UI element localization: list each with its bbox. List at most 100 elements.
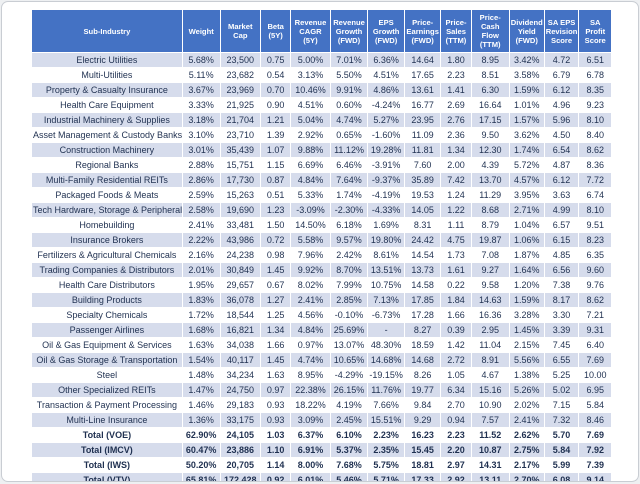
table-cell: 0.51 [260, 187, 292, 203]
table-cell: 2.41% [508, 412, 545, 428]
table-cell: 35,439 [219, 142, 262, 158]
table-cell: 0.60% [329, 97, 369, 113]
table-cell: 16.77 [403, 97, 442, 113]
table-cell: 5.84 [543, 442, 580, 458]
table-cell: 1.22 [440, 202, 472, 218]
column-header: Beta (5Y) [260, 9, 292, 53]
column-header: Market Cap [219, 9, 262, 53]
table-row: Multi-Utilities 5.11% 23,682 0.54 3.13% 5.50%… [31, 67, 612, 83]
table-cell: 15,751 [219, 157, 262, 173]
table-cell: 4.99 [543, 202, 580, 218]
sub-industry-name: Transaction & Payment Processing [31, 397, 183, 413]
sub-industry-name: Asset Management & Custody Banks [31, 127, 183, 143]
table-cell: 23,969 [219, 82, 262, 98]
table-cell: 60.47% [181, 442, 221, 458]
table-row: Tech Hardware, Storage & Peripherals 2.58… [31, 202, 612, 218]
table-cell: 7.99% [329, 277, 369, 293]
table-cell: 8.26 [403, 367, 442, 383]
sub-industry-name: Passenger Airlines [31, 322, 183, 338]
table-cell: 5.50% [329, 67, 369, 83]
table-cell: 17.15 [470, 112, 510, 128]
table-cell: 15.51% [367, 412, 405, 428]
table-cell: 2.00 [440, 157, 472, 173]
total-label: Total (VOE) [31, 427, 183, 443]
table-cell: 1.06% [508, 232, 545, 248]
table-cell: 9.27 [470, 262, 510, 278]
table-cell: 4.96 [543, 97, 580, 113]
table-cell: 5.68% [181, 52, 221, 68]
table-cell: 3.28% [508, 307, 545, 323]
table-cell: 8.00% [290, 457, 331, 473]
table-cell: 2.02% [508, 397, 545, 413]
table-cell: 29,183 [219, 397, 262, 413]
table-cell: 21,704 [219, 112, 262, 128]
table-cell: 13.07% [329, 337, 369, 353]
table-cell: 6.51 [578, 52, 612, 68]
table-cell: 1.59% [508, 82, 545, 98]
table-cell: 7.42 [440, 172, 472, 188]
header-row: Sub-Industry Weight Market Cap Beta (5Y) Rev… [31, 9, 612, 53]
table-cell: 2.95 [470, 322, 510, 338]
table-cell: 2.45% [329, 412, 369, 428]
table-cell: 0.67 [260, 277, 292, 293]
table-row: Construction Machinery 3.01% 35,439 1.07 9.8… [31, 142, 612, 158]
sub-industry-name: Health Care Equipment [31, 97, 183, 113]
table-cell: 17,730 [219, 172, 262, 188]
sub-industry-name: Health Care Distributors [31, 277, 183, 293]
table-cell: 30,849 [219, 262, 262, 278]
table-cell: 17.28 [403, 307, 442, 323]
table-cell: 2.20 [440, 442, 472, 458]
sub-industry-name: Electric Utilities [31, 52, 183, 68]
table-cell: 4.74% [329, 112, 369, 128]
table-cell: 0.97 [260, 382, 292, 398]
table-row: Building Products 1.83% 36,078 1.27 2.41% 2.8… [31, 292, 612, 308]
table-cell: 2.88% [181, 157, 221, 173]
table-cell: 2.70 [440, 397, 472, 413]
table-cell: 8.62 [578, 142, 612, 158]
table-cell: 3.42% [508, 52, 545, 68]
table-cell: 6.95 [578, 382, 612, 398]
table-cell: 14.50% [290, 217, 331, 233]
table-cell: 20,705 [219, 457, 262, 473]
table-cell: 1.46% [181, 397, 221, 413]
table-cell: 18.22% [290, 397, 331, 413]
table-cell: 6.46% [329, 157, 369, 173]
table-cell: 1.45 [260, 352, 292, 368]
table-cell: 2.62% [508, 427, 545, 443]
table-cell: 6.54 [543, 142, 580, 158]
table-cell: 2.75% [508, 442, 545, 458]
table-cell: 0.72 [260, 232, 292, 248]
table-cell: 1.73 [440, 247, 472, 263]
total-row: Total (IMCV) 60.47% 23,886 1.10 6.91% 5.37% 2.… [31, 442, 612, 458]
table-cell: -9.37% [367, 172, 405, 188]
table-cell: 9.58 [470, 277, 510, 293]
table-cell: -3.09% [290, 202, 331, 218]
table-cell: 8.95 [470, 52, 510, 68]
table-cell: 5.02 [543, 382, 580, 398]
table-cell: 9.84 [403, 397, 442, 413]
table-cell: 1.10 [260, 442, 292, 458]
table-cell: 5.96 [543, 112, 580, 128]
table-cell: 4.51% [367, 67, 405, 83]
table-row: Multi-Family Residential REITs 2.86% 17,73… [31, 172, 612, 188]
table-cell: 1.57% [508, 112, 545, 128]
table-cell: 8.61% [367, 247, 405, 263]
table-cell: 0.92 [260, 472, 292, 481]
table-cell: -2.30% [329, 202, 369, 218]
table-cell: 5.37% [329, 442, 369, 458]
table-cell: 23,886 [219, 442, 262, 458]
table-cell: 1.80 [440, 52, 472, 68]
total-row: Total (VTV) 65.81% 172,428 0.92 6.01% 5.46% 5.… [31, 472, 612, 481]
table-cell: 48.30% [367, 337, 405, 353]
table-cell: 16,821 [219, 322, 262, 338]
table-row: Multi-Line Insurance 1.36% 33,175 0.93 3.09%… [31, 412, 612, 428]
table-cell: 1.20% [508, 277, 545, 293]
table-cell: 2.86% [181, 172, 221, 188]
table-cell: 36,078 [219, 292, 262, 308]
table-cell: 1.50 [260, 217, 292, 233]
table-cell: 1.38% [508, 367, 545, 383]
sub-industry-name: Multi-Utilities [31, 67, 183, 83]
table-cell: 2.58% [181, 202, 221, 218]
table-cell: 1.34 [260, 322, 292, 338]
table-cell: 17.85 [403, 292, 442, 308]
